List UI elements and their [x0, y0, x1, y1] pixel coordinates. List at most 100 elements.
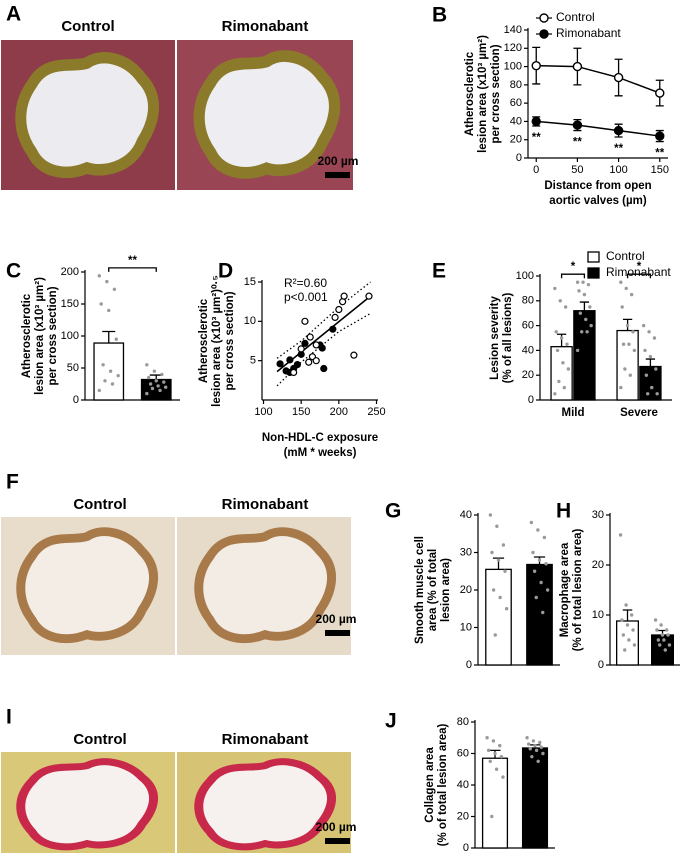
- data-dot: [145, 363, 149, 367]
- data-dot: [575, 280, 580, 284]
- data-dot: [629, 292, 634, 297]
- data-point: [531, 60, 541, 71]
- data-dot: [499, 754, 504, 759]
- x-tick-label: 250: [367, 406, 385, 418]
- y-tick-label: 0: [466, 659, 472, 671]
- data-dot: [530, 754, 534, 759]
- data-point: [531, 116, 541, 127]
- data-dot: [145, 391, 149, 396]
- data-dot: [644, 373, 649, 377]
- data-dot: [623, 648, 627, 652]
- error-bar: [149, 374, 163, 380]
- data-dot: [659, 623, 663, 627]
- y-axis-label: (% of all lesions): [502, 292, 514, 383]
- data-dot: [541, 610, 545, 615]
- bar: [481, 757, 509, 849]
- data-dot: [631, 330, 635, 334]
- data-dot: [97, 274, 102, 278]
- data-dot: [544, 562, 548, 566]
- significance-label: **: [655, 148, 664, 160]
- data-dot: [625, 623, 630, 627]
- data-point: [297, 345, 305, 353]
- legend-label: Control: [556, 10, 595, 24]
- data-dot: [534, 595, 538, 600]
- data-dot: [498, 743, 502, 748]
- data-dot: [553, 392, 557, 396]
- data-dot: [148, 382, 153, 386]
- bar: [550, 346, 573, 401]
- y-tick-label: 30: [592, 509, 604, 521]
- data-dot: [486, 748, 491, 753]
- data-dot: [496, 558, 501, 562]
- y-tick-label: 60: [522, 320, 534, 332]
- significance-bracket: [108, 267, 157, 272]
- significance-bracket: [626, 273, 652, 279]
- data-dot: [107, 308, 111, 313]
- y-tick-label: 100: [61, 330, 79, 342]
- significance-label: **: [573, 137, 582, 149]
- data-dot: [553, 286, 557, 291]
- image-label: Control: [61, 18, 114, 35]
- data-dot: [627, 342, 631, 346]
- data-dot: [655, 392, 659, 396]
- data-dot: [623, 367, 627, 371]
- tissue-section: [199, 56, 334, 173]
- y-axis-label: lesion area (x10³ µm²)⁰·⁵: [210, 275, 223, 407]
- tissue-section: [21, 532, 154, 639]
- y-tick-label: 20: [457, 810, 469, 822]
- data-dot: [558, 299, 562, 303]
- legend-label: Rimonabant: [556, 26, 621, 40]
- x-axis-label: Non-HDL-C exposure: [262, 432, 378, 444]
- y-tick-label: 40: [457, 779, 469, 791]
- data-dot: [628, 373, 632, 377]
- data-dot: [162, 380, 166, 384]
- y-axis-label: (% of total lesion area): [437, 723, 449, 846]
- data-dot: [538, 740, 542, 745]
- y-tick-label: 100: [504, 60, 522, 72]
- data-point: [340, 292, 348, 300]
- data-dot: [99, 302, 103, 306]
- y-axis-label: per cross section): [47, 286, 59, 385]
- x-axis-label: aortic valves (µm): [549, 195, 647, 207]
- y-tick-label: 30: [460, 546, 472, 558]
- scale-bar-label: 200 µm: [316, 820, 357, 834]
- data-dot: [648, 354, 653, 359]
- annotation: p<0.001: [284, 290, 328, 304]
- data-dot: [532, 569, 537, 573]
- data-point: [318, 344, 326, 352]
- x-tick-label: 100: [254, 406, 272, 418]
- data-dot: [534, 748, 539, 753]
- legend-marker: [587, 251, 600, 263]
- data-dot: [632, 348, 637, 353]
- x-tick-label: 50: [571, 164, 583, 176]
- y-tick-label: 20: [510, 134, 522, 146]
- panel-letter: C: [6, 260, 21, 283]
- data-dot: [629, 613, 634, 617]
- image-label: Control: [73, 731, 126, 748]
- data-dot: [525, 736, 529, 740]
- data-dot: [150, 386, 155, 391]
- x-tick-label: 0: [533, 164, 539, 176]
- panel-letter: F: [6, 471, 19, 494]
- data-dot: [632, 643, 637, 647]
- data-dot: [563, 305, 568, 309]
- data-dot: [491, 739, 496, 743]
- y-axis-label: Smooth muscle cell: [414, 536, 426, 644]
- significance-label: **: [532, 132, 541, 144]
- data-dot: [581, 280, 585, 284]
- scale-bar: [325, 630, 350, 636]
- data-point: [335, 305, 343, 314]
- data-dot: [493, 633, 497, 637]
- data-point: [329, 325, 337, 333]
- bar: [521, 747, 549, 849]
- series-line: [536, 64, 661, 94]
- data-dot: [494, 767, 499, 771]
- y-tick-label: 140: [504, 24, 522, 36]
- y-tick-label: 200: [61, 266, 79, 278]
- data-dot: [653, 618, 658, 622]
- data-dot: [557, 379, 561, 384]
- significance-label: **: [614, 143, 623, 155]
- data-dot: [584, 317, 588, 322]
- data-dot: [526, 742, 531, 746]
